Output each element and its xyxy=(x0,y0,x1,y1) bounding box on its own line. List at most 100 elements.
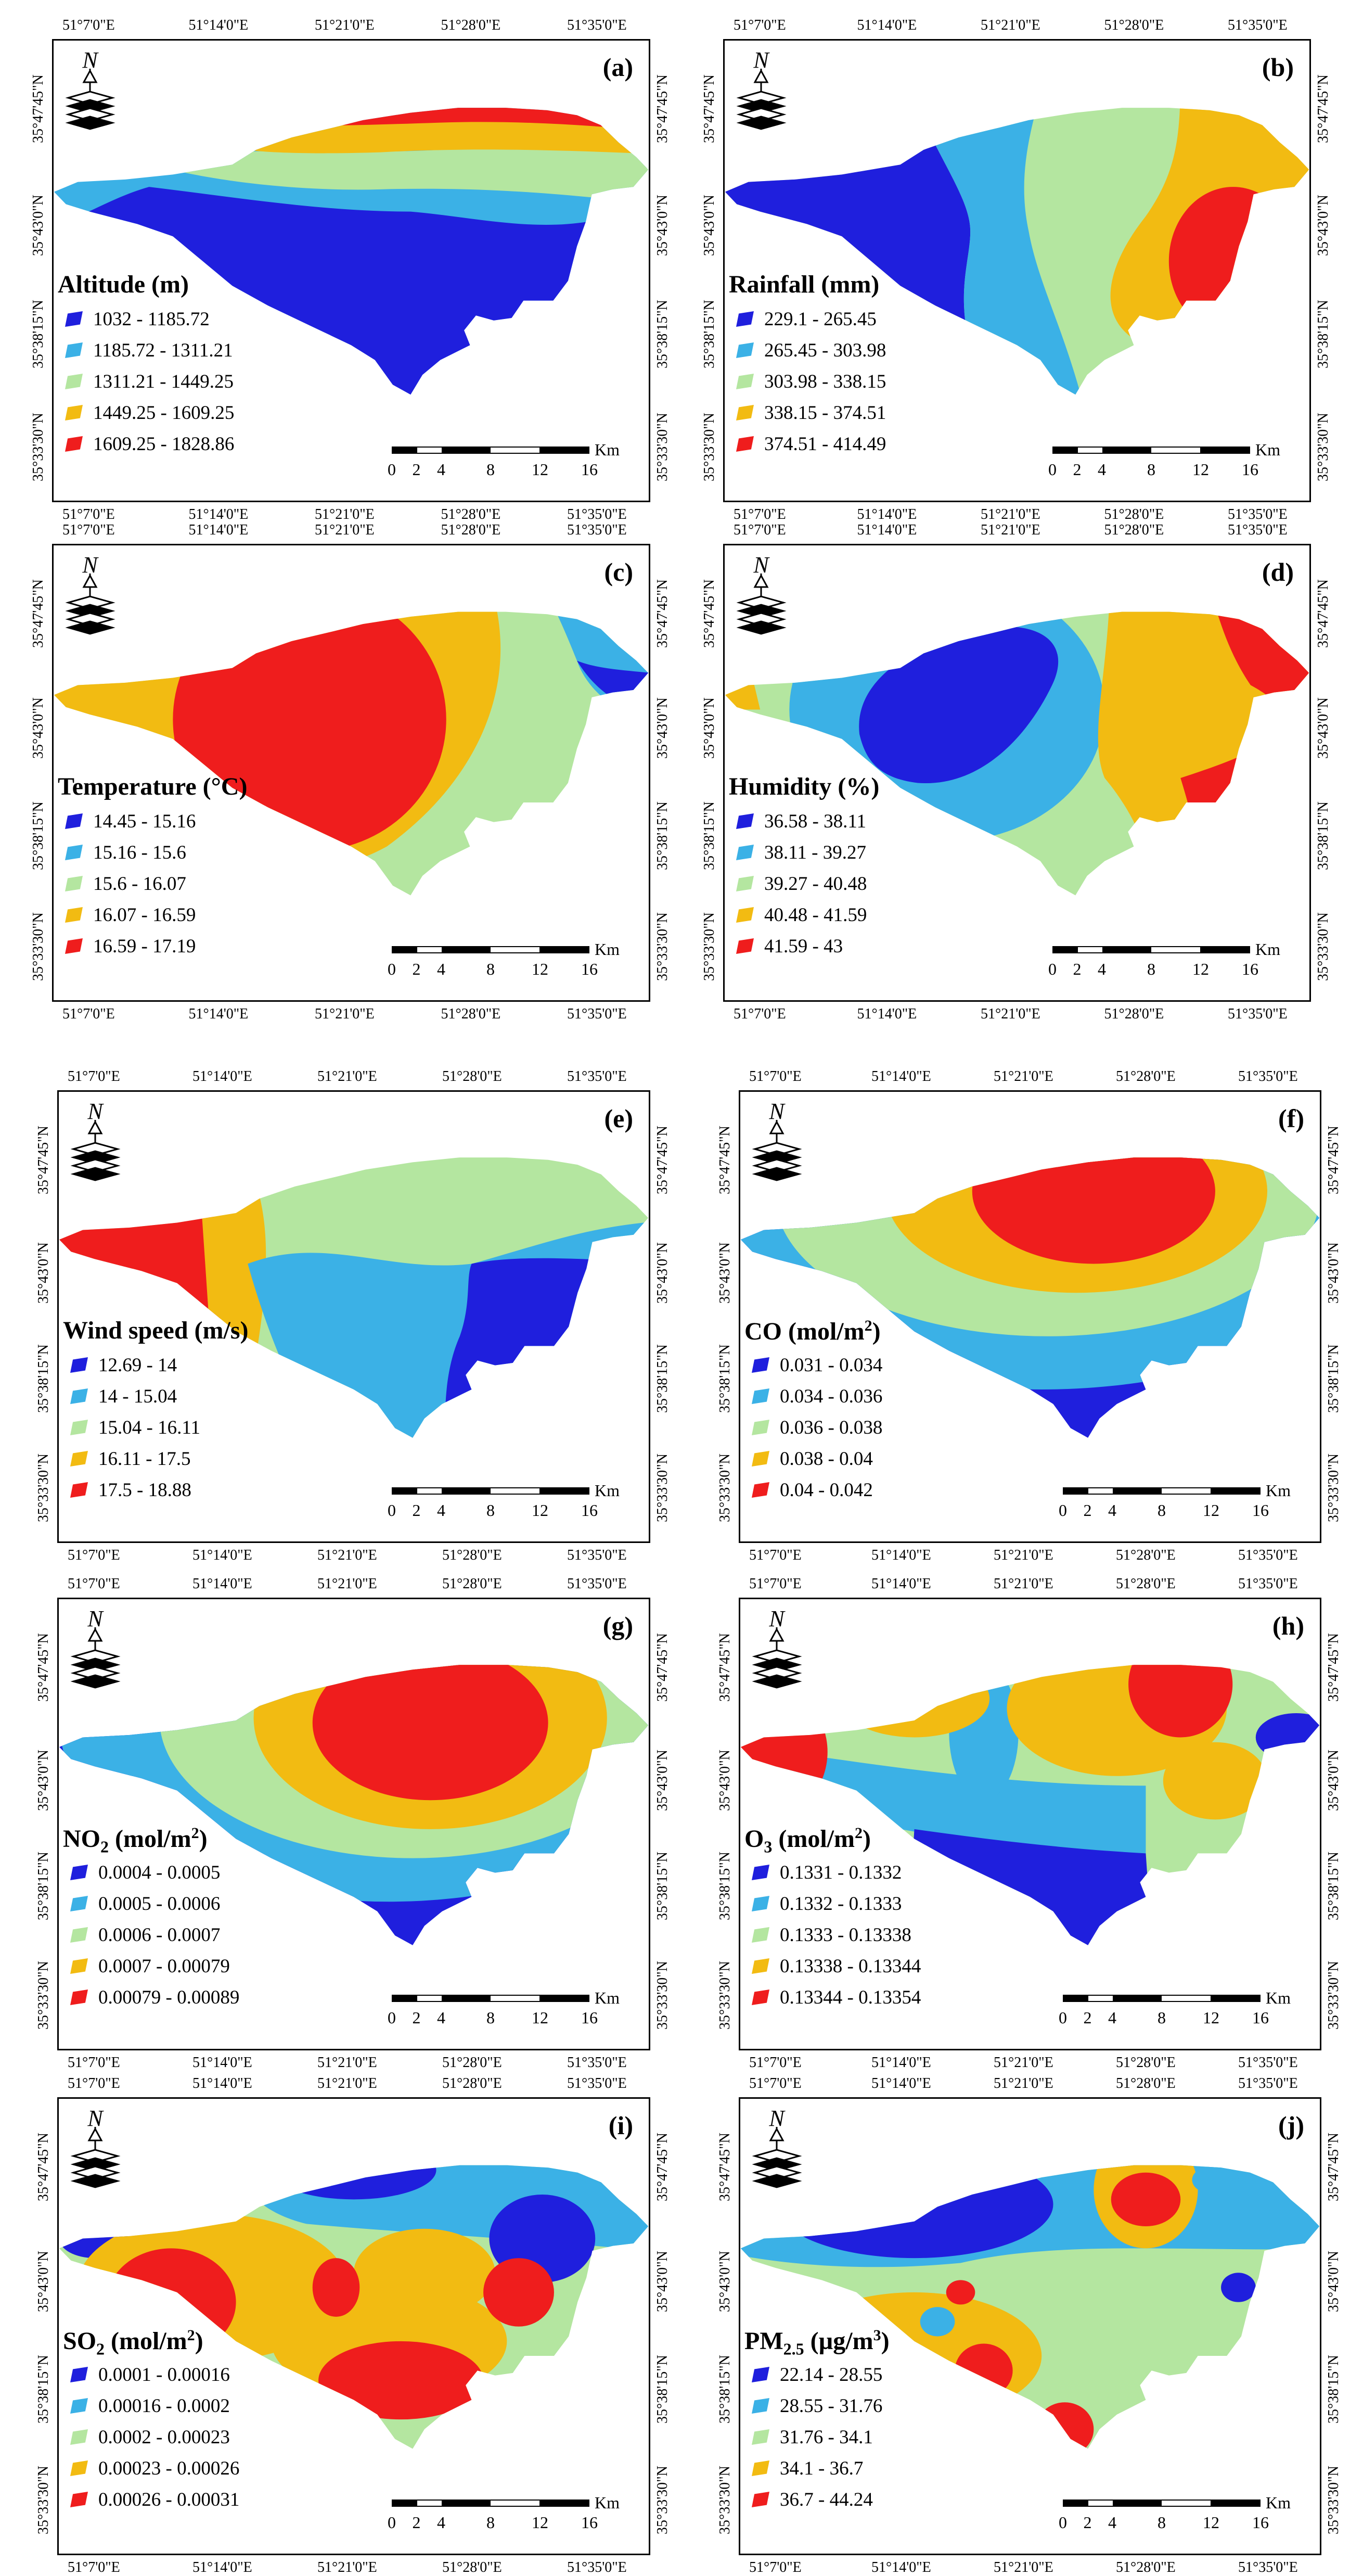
lon-tick-top: 51°21'0"E xyxy=(981,17,1040,33)
scale-segment xyxy=(393,448,417,453)
lat-tick-right: 35°43'0"N xyxy=(1315,194,1331,256)
legend-item: 265.45 - 303.98 xyxy=(736,335,886,366)
scale-segment xyxy=(1078,947,1102,952)
scale-tick: 12 xyxy=(1192,460,1209,479)
choropleth-map xyxy=(740,1157,1320,1438)
north-arrow-icon: N xyxy=(752,1099,802,1181)
legend-item: 303.98 - 338.15 xyxy=(736,366,886,397)
legend-swatch xyxy=(752,1388,769,1404)
scale-segment xyxy=(1211,1488,1259,1494)
legend-swatch xyxy=(736,405,754,420)
north-label: N xyxy=(82,552,99,578)
north-arrow-icon: N xyxy=(65,552,115,635)
scale-bar: Km 0 2 4 8 12 16 xyxy=(388,941,631,983)
lon-tick-top: 51°14'0"E xyxy=(871,1576,931,1592)
lon-tick-bottom: 51°28'0"E xyxy=(441,506,501,522)
scale-tick: 16 xyxy=(581,960,598,978)
scale-tick: 16 xyxy=(1252,1501,1269,1520)
legend-item: 39.27 - 40.48 xyxy=(736,868,867,899)
legend: 1032 - 1185.72 1185.72 - 1311.21 1311.21 -… xyxy=(65,303,234,460)
legend-item: 41.59 - 43 xyxy=(736,930,867,962)
lat-tick-right: 35°38'15"N xyxy=(1315,801,1331,870)
choropleth-map xyxy=(54,611,649,896)
legend-label: 0.00023 - 0.00026 xyxy=(98,2457,240,2479)
legend-item: 0.031 - 0.034 xyxy=(752,1349,882,1381)
lon-tick-top: 51°35'0"E xyxy=(1228,17,1288,33)
lat-tick-left: 35°47'45"N xyxy=(701,579,717,648)
scale-tick: 12 xyxy=(1203,1501,1219,1520)
map-panel-e: 51°7'0"E 51°7'0"E 51°14'0"E 51°14'0"E 51°21'… xyxy=(35,1069,671,1563)
lon-tick-top: 51°21'0"E xyxy=(994,2075,1053,2092)
zone-class-5 xyxy=(1036,2402,1094,2449)
lon-tick-bottom: 51°35'0"E xyxy=(1228,506,1288,522)
legend-swatch xyxy=(752,2398,769,2414)
legend: 36.58 - 38.11 38.11 - 39.27 39.27 - 40.48 4… xyxy=(736,806,867,962)
scale-tick: 8 xyxy=(1147,460,1155,479)
scale-segment xyxy=(1053,448,1078,453)
legend-swatch xyxy=(65,907,83,923)
scale-tick: 4 xyxy=(437,460,445,479)
legend-label: 15.16 - 15.6 xyxy=(93,841,186,863)
legend-swatch xyxy=(70,1357,88,1373)
legend-title: Wind speed (m/s) xyxy=(63,1318,249,1343)
map-frame: N (f) CO (mol/m2) 0.031 - 0.034 0.034 - 0.03… xyxy=(739,1090,1321,1543)
legend-title-text: Wind speed (m/s) xyxy=(63,1317,249,1344)
zone-class-5 xyxy=(946,2280,975,2305)
legend-label: 15.04 - 16.11 xyxy=(98,1417,200,1438)
legend-title-end: (mol/m xyxy=(772,1825,855,1853)
lon-tick-top: 51°7'0"E xyxy=(68,1576,120,1592)
scale-segment xyxy=(417,947,442,952)
legend: 0.0004 - 0.0005 0.0005 - 0.0006 0.0006 - 0… xyxy=(70,1857,239,2013)
legend-label: 0.13344 - 0.13354 xyxy=(780,1986,921,2008)
lon-tick-top: 51°35'0"E xyxy=(567,522,627,538)
lon-tick-top: 51°35'0"E xyxy=(567,1576,627,1592)
lat-tick-right: 35°33'30"N xyxy=(654,912,671,981)
scale-tick: 8 xyxy=(1158,2513,1166,2532)
lon-tick-bottom: 51°35'0"E xyxy=(1238,2559,1298,2575)
lat-tick-right: 35°47'45"N xyxy=(654,74,671,143)
scale-tick: 4 xyxy=(437,1501,445,1520)
scale-segment xyxy=(1151,448,1200,453)
lat-tick-right: 35°47'45"N xyxy=(654,2133,671,2201)
lon-tick-top: 51°7'0"E xyxy=(68,2075,120,2092)
legend-item: 16.59 - 17.19 xyxy=(65,930,196,962)
legend-item: 0.0002 - 0.00023 xyxy=(70,2421,239,2453)
scale-segment xyxy=(393,1996,417,2001)
zone-class-5 xyxy=(312,2258,360,2317)
legend-title-text: PM xyxy=(744,2327,783,2355)
lon-tick-top: 51°21'0"E xyxy=(315,522,375,538)
legend-swatch xyxy=(70,2367,88,2382)
legend: 0.1331 - 0.1332 0.1332 - 0.1333 0.1333 - 0… xyxy=(752,1857,921,2013)
legend-swatch xyxy=(70,2492,88,2507)
panel-letter: (g) xyxy=(602,1611,633,1640)
lat-tick-right: 35°38'15"N xyxy=(1326,1344,1342,1413)
legend-swatch xyxy=(65,436,83,452)
legend-label: 0.0005 - 0.0006 xyxy=(98,1893,221,1915)
lat-tick-left: 35°38'15"N xyxy=(717,2354,733,2424)
map-frame: N (b) Rainfall (mm) 229.1 - 265.45 265.45 - … xyxy=(723,39,1311,502)
north-label: N xyxy=(768,2106,786,2131)
legend-item: 374.51 - 414.49 xyxy=(736,428,886,460)
legend: 12.69 - 14 14 - 15.04 15.04 - 16.11 16.11 -… xyxy=(70,1349,200,1506)
lon-tick-top: 51°14'0"E xyxy=(188,522,249,538)
lon-tick-bottom: 51°21'0"E xyxy=(981,1006,1040,1022)
scale-segment xyxy=(417,2501,442,2506)
map-panel-d: 51°7'0"E 51°7'0"E 51°14'0"E 51°14'0"E 51°21'… xyxy=(701,523,1331,1022)
legend-item: 0.00026 - 0.00031 xyxy=(70,2484,239,2515)
scale-bar-graphic xyxy=(1052,447,1250,454)
legend: 22.14 - 28.55 28.55 - 31.76 31.76 - 34.1 34… xyxy=(752,2359,882,2515)
lon-tick-top: 51°7'0"E xyxy=(749,2075,802,2092)
lat-tick-right: 35°38'15"N xyxy=(654,300,671,369)
scale-bar: Km 0 2 4 8 12 16 xyxy=(388,1482,631,1524)
legend-swatch xyxy=(752,1482,769,1498)
lon-tick-top: 51°28'0"E xyxy=(1104,522,1164,538)
legend-item: 1609.25 - 1828.86 xyxy=(65,428,234,460)
legend-title-tail: ) xyxy=(862,1825,871,1853)
lon-tick-top: 51°14'0"E xyxy=(192,1576,252,1592)
lat-tick-left: 35°33'30"N xyxy=(717,1453,733,1522)
scale-segment xyxy=(1200,448,1249,453)
scale-segment xyxy=(539,1488,588,1494)
lat-tick-right: 35°43'0"N xyxy=(1326,1750,1342,1811)
lon-tick-bottom: 51°14'0"E xyxy=(192,2559,252,2575)
lon-tick-top: 51°21'0"E xyxy=(317,2075,377,2092)
